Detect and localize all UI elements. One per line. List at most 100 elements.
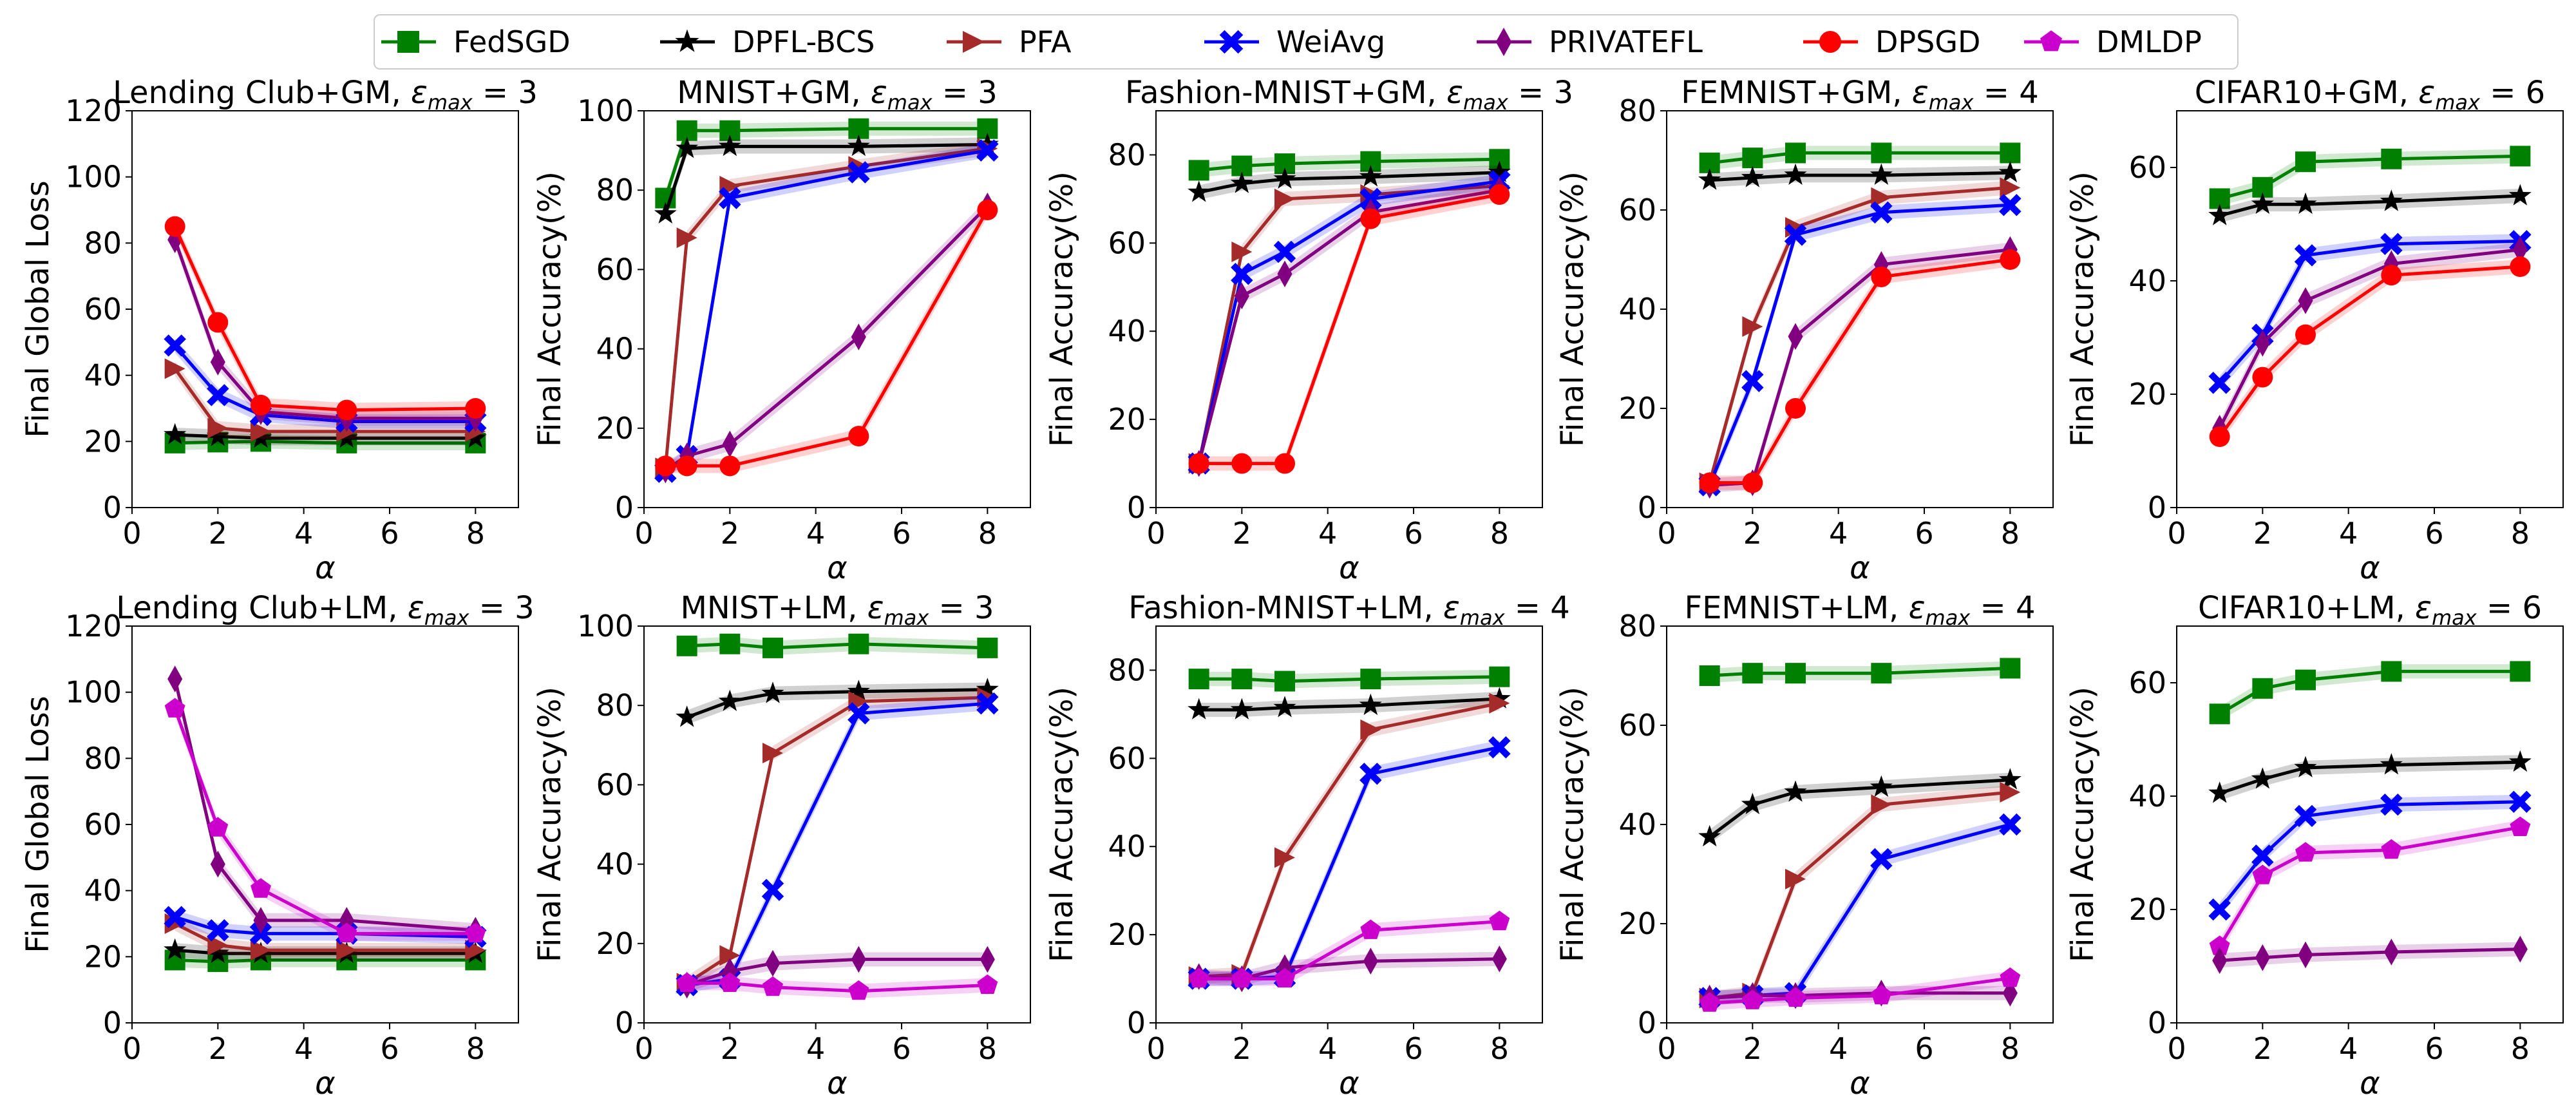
legend-label: DPFL-BCS	[732, 24, 875, 59]
data-point	[1788, 323, 1803, 350]
data-point	[676, 972, 697, 992]
x-tick-label: 4	[2339, 516, 2358, 551]
data-point	[251, 878, 271, 898]
data-point	[2252, 678, 2273, 699]
x-tick-label: 6	[380, 516, 399, 551]
legend-label: PRIVATEFL	[1549, 24, 1703, 59]
x-tick-label: 0	[634, 516, 653, 551]
series-privatefl	[2212, 935, 2528, 974]
chart-title: Fashion-MNIST+GM, εmax = 3	[1125, 75, 1573, 115]
data-point	[1274, 453, 1295, 474]
x-tick-label: 4	[1318, 516, 1337, 551]
y-tick-label: 60	[1618, 193, 1656, 227]
series-dpfl-bcs	[1698, 160, 2022, 190]
data-point	[1785, 398, 1806, 419]
data-point	[1234, 282, 1249, 310]
data-point	[761, 879, 784, 901]
x-tick-label: 8	[2001, 516, 2020, 551]
data-point	[977, 637, 998, 658]
y-tick-label: 40	[1618, 807, 1656, 842]
axes-frame	[1155, 625, 1543, 1024]
series-band	[175, 672, 476, 938]
chart-title: CIFAR10+GM, εmax = 6	[2195, 75, 2545, 115]
x-tick-label: 0	[2167, 1031, 2186, 1066]
data-point	[2209, 703, 2230, 725]
series-fedsgd	[1699, 658, 2021, 686]
data-point	[1870, 201, 1893, 224]
data-point	[1231, 453, 1253, 474]
series-privatefl	[1191, 176, 1507, 477]
series-band	[687, 682, 988, 725]
x-tick-label: 2	[209, 1031, 227, 1066]
y-tick-label: 100	[65, 160, 122, 195]
data-point	[1488, 687, 1511, 709]
x-axis-label: α	[827, 550, 848, 586]
legend-entries: FedSGD DPFL-BCS PFA WeiAvg PRIVATEFL DPSGD DML…	[381, 24, 2202, 59]
x-tick-label: 0	[122, 516, 141, 551]
x-tick-label: 2	[209, 516, 227, 551]
data-point	[465, 398, 486, 419]
legend-marker-dmldp	[2040, 30, 2062, 52]
data-point	[1231, 242, 1253, 263]
data-point	[719, 633, 741, 654]
data-point	[1359, 763, 1382, 785]
data-point	[1998, 160, 2022, 183]
data-point	[1489, 184, 1510, 205]
y-tick-label: 40	[2128, 263, 2166, 298]
x-axis-label: α	[2360, 550, 2380, 586]
data-point	[2295, 324, 2316, 345]
data-point	[2381, 265, 2402, 286]
data-point	[336, 922, 357, 942]
series-fedsgd	[1188, 149, 1510, 181]
data-point	[1188, 453, 1209, 474]
x-tick-label: 4	[806, 516, 825, 551]
series-fedsgd	[1699, 142, 2021, 173]
y-tick-label: 40	[1618, 292, 1656, 327]
data-point	[848, 702, 870, 725]
data-point	[1870, 163, 1893, 185]
y-tick-label: 80	[1108, 137, 1146, 172]
data-point	[2298, 941, 2313, 969]
chart-panel-3: Fashion-MNIST+GM, εmax = 30 2 4 6 8020406080…	[1044, 75, 1573, 586]
data-point	[1741, 370, 1764, 392]
data-point	[1870, 848, 1893, 871]
series-band	[2219, 942, 2521, 968]
x-tick-label: 8	[978, 1031, 997, 1066]
x-tick-label: 2	[721, 516, 739, 551]
series-dpfl-bcs	[1698, 768, 2022, 847]
y-tick-label: 0	[2148, 1005, 2166, 1040]
data-point	[206, 424, 229, 446]
data-point	[2383, 938, 2399, 966]
series-dpsgd	[1699, 249, 2021, 493]
data-point	[2380, 233, 2403, 256]
y-tick-label: 100	[65, 675, 122, 710]
chart-title: CIFAR10+LM, εmax = 6	[2198, 590, 2542, 630]
data-point	[336, 399, 357, 421]
x-tick-label: 2	[721, 1031, 739, 1066]
y-tick-label: 20	[596, 411, 634, 446]
data-point	[1699, 665, 1720, 686]
x-tick-label: 4	[294, 516, 313, 551]
x-tick-label: 8	[1490, 516, 1509, 551]
series-band	[2219, 664, 2521, 721]
data-point	[2294, 192, 2317, 214]
data-point	[719, 945, 741, 966]
x-axis-label: α	[1339, 550, 1359, 586]
legend-marker-dpsgd	[1819, 31, 1841, 53]
data-point	[977, 974, 998, 995]
data-point	[207, 417, 229, 439]
series-dpsgd	[2209, 256, 2531, 447]
series-privatefl	[679, 946, 995, 999]
series-band	[1709, 785, 2011, 1005]
series-band	[2219, 149, 2521, 206]
y-axis-label: Final Accuracy(%)	[532, 171, 568, 447]
series-band	[1198, 691, 1500, 718]
data-point	[765, 949, 781, 977]
series-dmldp	[1188, 910, 1510, 988]
data-point	[164, 938, 187, 960]
y-tick-label: 60	[2128, 665, 2166, 700]
data-point	[210, 850, 225, 878]
series-band	[1198, 174, 1500, 471]
chart-panel-9: FEMNIST+LM, εmax = 40 2 4 6 8020406080αFinal…	[1555, 590, 2054, 1095]
data-point	[676, 455, 697, 477]
